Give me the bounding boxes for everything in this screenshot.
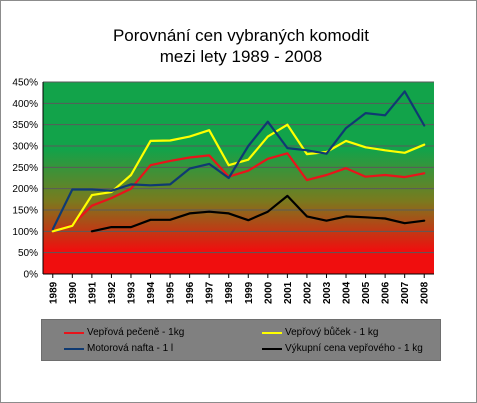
y-tick-label: 400% [12,99,38,110]
x-tick-label: 1995 [166,281,177,304]
series-line-3 [51,90,426,231]
legend-swatch [262,331,282,334]
x-tick-label: 2008 [420,281,431,304]
y-tick-label: 450% [12,78,38,89]
x-tick-label: 1994 [146,281,157,304]
x-tick-label: 2001 [283,281,294,304]
legend-item-2: Vepřový bůček - 1 kg [262,327,378,338]
x-tick-label: 2005 [361,281,372,304]
chart-title-line-2: mezi lety 1989 - 2008 [159,47,323,66]
legend-label: Vepřová pečeně - 1kg [87,327,185,338]
y-tick-label: 50% [18,248,38,259]
x-tick-label: 1998 [224,281,235,304]
y-tick-label: 200% [12,184,38,195]
chart-legend: Vepřová pečeně - 1kg Vepřový bůček - 1 kg… [41,319,441,361]
x-tick-label: 1996 [185,281,196,304]
y-tick-label: 250% [12,163,38,174]
legend-swatch [64,331,84,334]
x-tick-label: 1990 [68,281,79,304]
legend-label: Motorová nafta - 1 l [87,343,174,354]
legend-label: Výkupní cena vepřového - 1 kg [285,343,423,354]
chart-title: Porovnání cen vybraných komodit mezi let… [41,25,441,67]
legend-item-3: Motorová nafta - 1 l [64,343,173,354]
y-tick-label: 350% [12,120,38,131]
y-tick-label: 150% [12,206,38,217]
chart-title-line-1: Porovnání cen vybraných komodit [112,26,370,45]
series-line-4 [90,194,426,233]
x-tick-label: 1991 [87,281,98,304]
legend-item-4: Výkupní cena vepřového - 1 kg [262,343,423,354]
x-tick-label: 2007 [400,281,411,304]
x-tick-label: 1989 [48,281,59,304]
x-tick-label: 2003 [322,281,333,304]
plot-area-background [43,82,434,274]
x-tick-label: 1993 [126,281,137,304]
x-tick-label: 2004 [342,281,353,304]
y-tick-label: 100% [12,227,38,238]
x-tick-label: 1999 [244,281,255,304]
legend-item-1: Vepřová pečeně - 1kg [64,327,184,338]
y-tick-label: 0% [24,270,39,281]
y-tick-label: 300% [12,142,38,153]
x-tick-label: 1992 [107,281,118,304]
x-tick-label: 2002 [302,281,313,304]
x-tick-label: 2006 [381,281,392,304]
legend-label: Vepřový bůček - 1 kg [285,327,379,338]
x-tick-label: 1997 [205,281,216,304]
x-tick-label: 2000 [263,281,274,304]
series-line-1 [51,152,426,233]
legend-swatch [262,347,282,350]
legend-swatch [64,347,84,350]
line-chart: 0% 50% 100% 150% 200% 250% 300% 350% 400% 450% 198… [12,78,434,304]
